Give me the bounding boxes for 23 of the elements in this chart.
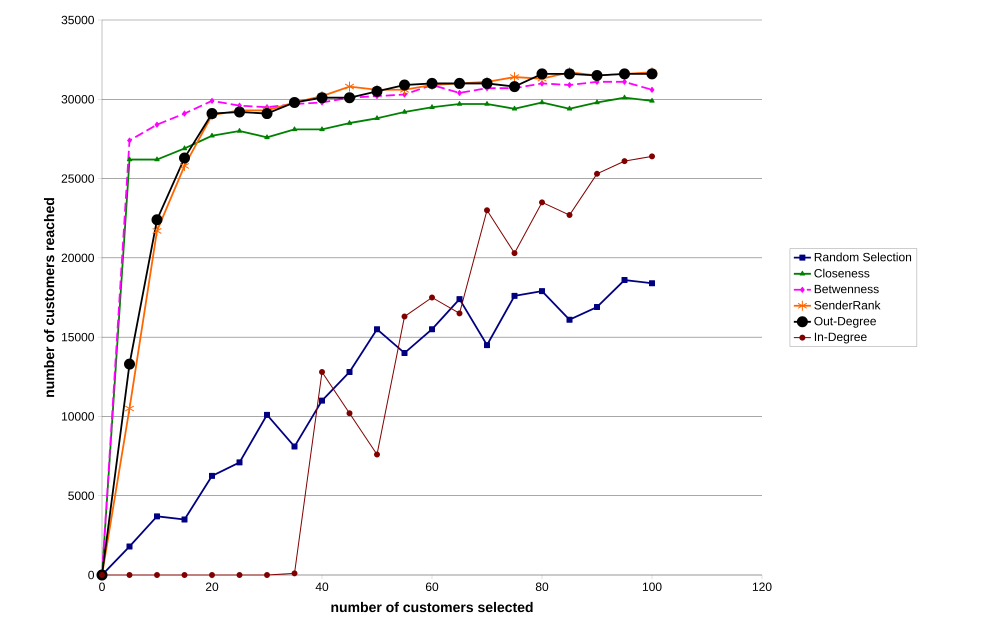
y-tick-label: 0 xyxy=(88,570,94,580)
y-tick-label: 35000 xyxy=(62,16,94,24)
y-tick-label: 25000 xyxy=(62,174,94,183)
x-tick-label: 100 xyxy=(642,582,662,592)
x-tick-label: 120 xyxy=(752,582,772,592)
x-tick-label: 20 xyxy=(206,582,218,592)
legend-label: Random Selection xyxy=(814,252,912,262)
legend-label: Betwenness xyxy=(814,284,879,294)
x-tick-label: 0 xyxy=(99,582,105,592)
legend-label: SenderRank xyxy=(814,300,881,310)
y-tick-label: 20000 xyxy=(62,254,94,262)
y-tick-label: 15000 xyxy=(62,332,94,342)
x-tick-label: 40 xyxy=(316,582,328,592)
y-tick-label: 5000 xyxy=(68,491,94,500)
x-tick-label: 60 xyxy=(426,582,438,592)
y-axis-title: number of customers reached xyxy=(44,198,54,397)
y-tick-label: 30000 xyxy=(62,95,94,104)
x-axis-title: number of customers selected xyxy=(331,602,533,612)
x-tick-label: 80 xyxy=(536,582,548,592)
legend-label: In-Degree xyxy=(814,332,867,344)
legend-label: Closeness xyxy=(814,268,870,278)
legend-label: Out-Degree xyxy=(814,316,876,328)
y-tick-label: 10000 xyxy=(62,412,94,421)
